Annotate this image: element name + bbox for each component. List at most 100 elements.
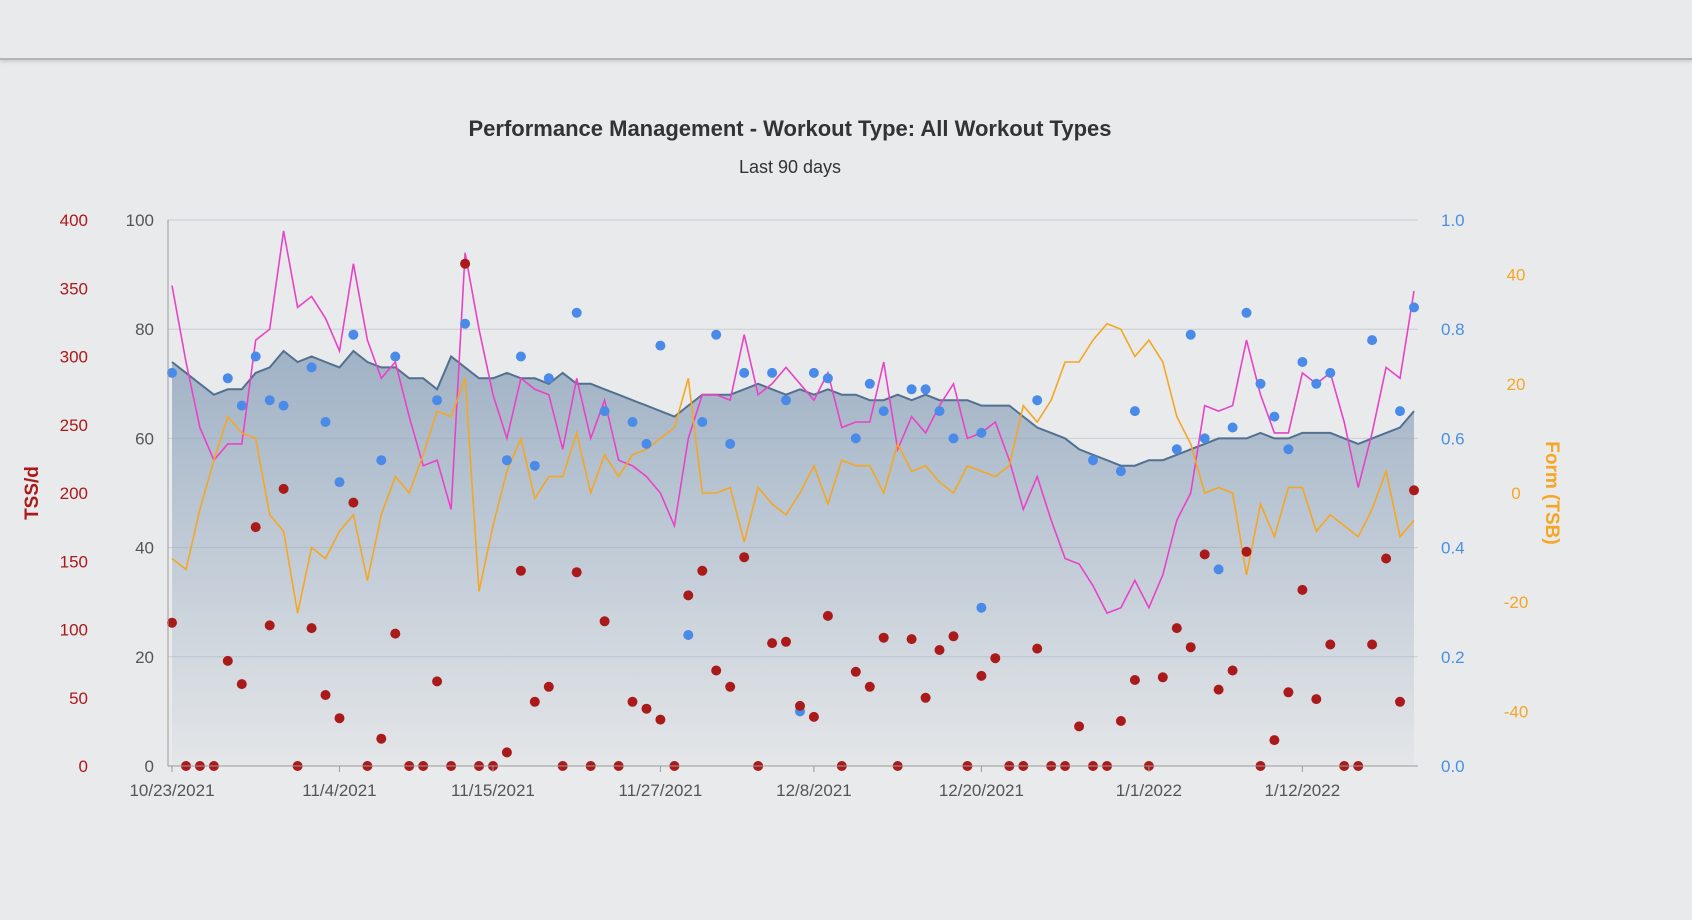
tsb-axis-title: Form (TSB) bbox=[1541, 441, 1562, 544]
tss-point bbox=[432, 676, 443, 687]
intensity-factor-point bbox=[1367, 335, 1378, 346]
tss-point bbox=[599, 616, 610, 627]
intensity-factor-point bbox=[1409, 302, 1419, 313]
if-tick-label: 0.0 bbox=[1441, 757, 1465, 776]
intensity-factor-point bbox=[864, 378, 875, 389]
tss-tick-label: 150 bbox=[60, 552, 88, 571]
tss-point bbox=[348, 497, 359, 508]
tss-point bbox=[1395, 696, 1405, 707]
tss-point bbox=[1381, 553, 1392, 564]
tss-point bbox=[1157, 672, 1168, 683]
tss-point bbox=[529, 696, 540, 707]
x-tick-label: 10/23/2021 bbox=[129, 781, 214, 800]
tss-point bbox=[934, 645, 945, 655]
tss-point bbox=[1409, 485, 1419, 496]
intensity-factor-point bbox=[432, 395, 443, 406]
intensity-factor-point bbox=[167, 367, 177, 378]
tss-axis-title: TSS/d bbox=[22, 466, 43, 520]
tss-point bbox=[334, 713, 345, 724]
intensity-factor-point bbox=[725, 438, 736, 449]
intensity-factor-point bbox=[515, 351, 526, 362]
tss-point bbox=[236, 679, 247, 690]
intensity-factor-point bbox=[1213, 564, 1224, 575]
intensity-factor-point bbox=[711, 329, 722, 340]
intensity-factor-point bbox=[1227, 422, 1238, 433]
if-tick-label: 0.2 bbox=[1441, 648, 1465, 667]
intensity-factor-point bbox=[1129, 406, 1140, 417]
intensity-factor-point bbox=[878, 406, 889, 417]
intensity-factor-point bbox=[529, 460, 540, 471]
intensity-factor-point bbox=[1199, 433, 1210, 444]
chart-title: Performance Management - Workout Type: A… bbox=[469, 116, 1112, 141]
intensity-factor-point bbox=[460, 318, 471, 329]
tss-point bbox=[1129, 675, 1140, 685]
intensity-factor-point bbox=[1395, 406, 1405, 417]
intensity-factor-point bbox=[697, 417, 708, 427]
x-tick-label: 1/12/2022 bbox=[1265, 781, 1341, 800]
tss-point bbox=[264, 620, 275, 631]
tss-point bbox=[641, 703, 652, 714]
tss-point bbox=[1227, 665, 1238, 676]
tss-point bbox=[725, 681, 736, 692]
chart-subtitle: Last 90 days bbox=[739, 157, 841, 177]
tss-point bbox=[1032, 643, 1043, 654]
intensity-factor-point bbox=[306, 362, 317, 373]
tss-point bbox=[571, 567, 582, 578]
tss-point bbox=[878, 632, 889, 643]
tsb-tick-label: -20 bbox=[1504, 593, 1529, 612]
intensity-factor-point bbox=[390, 351, 401, 362]
intensity-factor-point bbox=[920, 384, 931, 395]
intensity-factor-point bbox=[264, 395, 275, 406]
axes-layer: 050100150200250300350400TSS/d02040608010… bbox=[22, 211, 1562, 800]
intensity-factor-point bbox=[948, 433, 959, 444]
tss-point bbox=[683, 590, 694, 601]
intensity-factor-point bbox=[822, 373, 833, 384]
tss-point bbox=[990, 653, 1001, 664]
tss-tick-label: 100 bbox=[60, 621, 88, 640]
tss-point bbox=[460, 258, 471, 269]
tss-point bbox=[864, 681, 875, 692]
x-tick-label: 12/8/2021 bbox=[776, 781, 852, 800]
fitness-tick-label: 80 bbox=[135, 320, 154, 339]
tss-point bbox=[1311, 694, 1322, 705]
intensity-factor-point bbox=[1185, 329, 1196, 340]
tss-point bbox=[739, 552, 750, 563]
tss-point bbox=[1074, 721, 1085, 732]
tss-point bbox=[1283, 687, 1294, 698]
x-tick-label: 12/20/2021 bbox=[939, 781, 1024, 800]
intensity-factor-point bbox=[376, 455, 387, 466]
x-tick-label: 11/27/2021 bbox=[619, 781, 703, 800]
tss-point bbox=[1297, 584, 1308, 595]
fitness-area-layer bbox=[172, 351, 1414, 766]
tss-point bbox=[781, 636, 791, 647]
fitness-tick-label: 40 bbox=[135, 539, 154, 558]
intensity-factor-point bbox=[1088, 455, 1098, 466]
fitness-tick-label: 60 bbox=[135, 429, 154, 448]
if-tick-label: 0.6 bbox=[1441, 429, 1465, 448]
tss-point bbox=[250, 522, 261, 533]
intensity-factor-point bbox=[278, 400, 289, 411]
intensity-factor-point bbox=[906, 384, 917, 395]
intensity-factor-point bbox=[739, 367, 750, 378]
tss-point bbox=[1199, 549, 1210, 560]
tss-point bbox=[655, 714, 666, 725]
tss-point bbox=[1325, 639, 1336, 650]
intensity-factor-point bbox=[767, 367, 778, 378]
intensity-factor-point bbox=[850, 433, 861, 444]
intensity-factor-point bbox=[683, 630, 694, 640]
fitness-ctl-area bbox=[172, 351, 1414, 766]
intensity-factor-point bbox=[934, 406, 945, 417]
intensity-factor-point bbox=[222, 373, 233, 384]
intensity-factor-point bbox=[1115, 466, 1126, 477]
tss-point bbox=[167, 617, 177, 628]
intensity-factor-point bbox=[641, 438, 652, 449]
tss-point bbox=[515, 565, 526, 576]
intensity-factor-point bbox=[808, 367, 819, 378]
tss-point bbox=[711, 665, 722, 676]
intensity-factor-point bbox=[348, 329, 359, 340]
intensity-factor-point bbox=[599, 406, 610, 417]
tss-tick-label: 250 bbox=[60, 416, 88, 435]
intensity-factor-point bbox=[501, 455, 512, 466]
performance-chart: Performance Management - Workout Type: A… bbox=[22, 116, 1562, 800]
intensity-factor-point bbox=[250, 351, 261, 362]
